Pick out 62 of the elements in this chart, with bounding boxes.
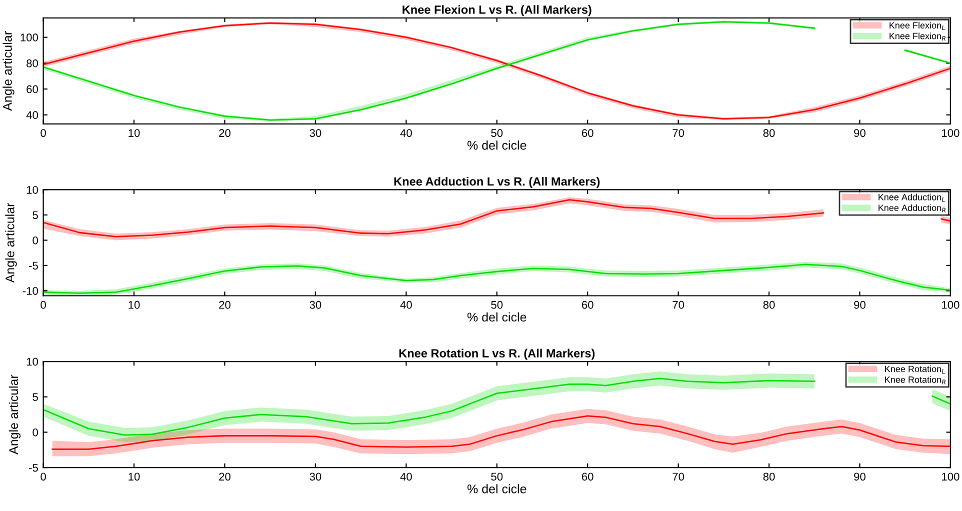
- y-tick-label: 40: [26, 111, 38, 120]
- x-tick-label: 100: [942, 472, 960, 481]
- y-axis-title: Angle articular: [5, 202, 17, 283]
- y-tick-label: -5: [29, 262, 38, 270]
- legend-label: Knee Flexion$_{R}$: [890, 32, 946, 41]
- x-tick-label: 60: [582, 472, 594, 481]
- x-tick-label: 30: [310, 472, 322, 481]
- x-tick-label: 0: [40, 129, 46, 137]
- x-tick-label: 70: [672, 129, 684, 137]
- y-tick-label: 0: [32, 428, 38, 436]
- chart-title: Knee Rotation L vs R. (All Markers): [399, 348, 595, 360]
- x-tick-label: 40: [400, 300, 412, 309]
- x-tick-label: 10: [128, 129, 140, 137]
- y-tick-label: 5: [32, 211, 38, 220]
- x-tick-label: 90: [854, 129, 866, 137]
- y-tick-label: -10: [22, 286, 38, 295]
- x-tick-label: 50: [491, 472, 503, 481]
- x-axis-title: % del cicle: [467, 312, 526, 322]
- x-axis-title: % del cicle: [467, 484, 526, 494]
- x-tick-label: 70: [672, 472, 684, 481]
- x-tick-label: 0: [40, 300, 46, 309]
- x-tick-label: 20: [219, 472, 230, 481]
- x-tick-label: 40: [400, 129, 412, 137]
- x-tick-label: 20: [219, 300, 230, 309]
- line-series: [52, 415, 950, 450]
- y-axis-title: Angle articular: [8, 374, 21, 454]
- y-tick-label: 100: [20, 34, 38, 42]
- x-tick-label: 100: [942, 300, 960, 309]
- legend-label: Knee Adduction$_{L}$: [878, 194, 945, 202]
- x-tick-label: 20: [219, 129, 230, 137]
- y-tick-label: 10: [26, 358, 38, 366]
- x-tick-label: 80: [763, 472, 775, 481]
- legend-label: Knee Rotation$_{L}$: [885, 366, 945, 374]
- x-tick-label: 30: [310, 129, 322, 137]
- x-tick-label: 30: [310, 300, 322, 309]
- x-tick-label: 50: [491, 129, 503, 137]
- y-tick-label: 60: [26, 85, 38, 94]
- y-tick-label: 80: [26, 59, 38, 68]
- y-tick-label: 10: [26, 186, 38, 194]
- y-axis-title: Angle articular: [2, 31, 14, 111]
- x-tick-label: 50: [491, 300, 503, 309]
- x-axis-title: % del cicle: [467, 140, 526, 150]
- x-tick-label: 0: [40, 472, 46, 481]
- x-tick-label: 60: [582, 300, 594, 309]
- legend-label: Knee Flexion$_{L}$: [890, 22, 945, 30]
- x-tick-label: 70: [672, 300, 684, 309]
- x-tick-label: 80: [763, 129, 775, 137]
- x-tick-label: 10: [128, 472, 140, 481]
- x-tick-label: 100: [942, 129, 960, 137]
- x-tick-label: 10: [128, 300, 140, 309]
- x-tick-label: 90: [854, 300, 866, 309]
- y-tick-label: 5: [32, 393, 38, 401]
- legend-label: Knee Rotation$_{R}$: [885, 376, 946, 384]
- x-tick-label: 60: [582, 129, 594, 137]
- legend-label: Knee Adduction$_{R}$: [878, 204, 946, 212]
- chart-title: Knee Adduction L vs R. (All Markers): [394, 176, 600, 188]
- y-tick-label: -5: [29, 464, 38, 472]
- y-tick-label: 0: [32, 236, 38, 244]
- x-tick-label: 80: [763, 300, 775, 309]
- x-tick-label: 40: [400, 472, 412, 481]
- x-tick-label: 90: [854, 472, 866, 481]
- chart-title: Knee Flexion L vs R. (All Markers): [402, 5, 592, 16]
